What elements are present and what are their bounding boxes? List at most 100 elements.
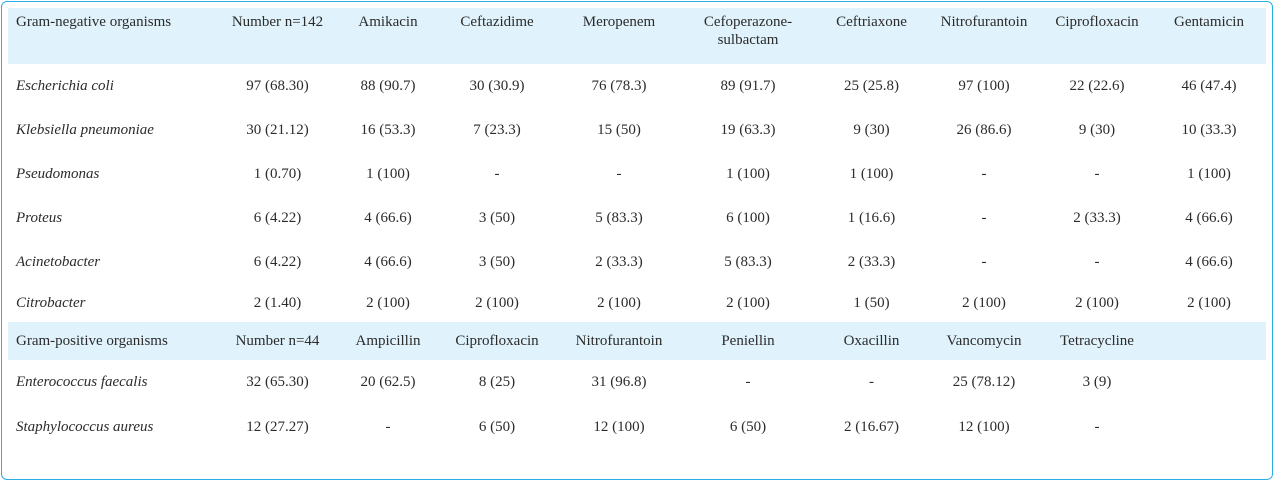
table-cell: 9 (30) — [853, 122, 890, 138]
antibiotic-susceptibility-table: Gram-negative organisms Number n=142 Ami… — [8, 8, 1266, 450]
table-cell: 1 (0.70) — [253, 166, 302, 182]
table-cell: 2 (33.3) — [595, 254, 643, 270]
table-row: Proteus 6 (4.22) 4 (66.6) 3 (50) 5 (83.3… — [8, 196, 1266, 240]
header-cell: Ceftazidime — [460, 14, 534, 30]
table-cell: 20 (62.5) — [360, 374, 416, 390]
header-cell: Amikacin — [358, 14, 418, 30]
table-cell: 76 (78.3) — [591, 78, 647, 94]
header-cell: Gram-positive organisms — [16, 333, 168, 349]
header-cell: Nitrofurantoin — [940, 14, 1028, 30]
table-cell: 6 (4.22) — [253, 210, 302, 226]
table-cell: 12 (100) — [593, 419, 645, 435]
table-cell: 2 (100) — [962, 295, 1006, 311]
gram-positive-header-row: Gram-positive organisms Number n=44 Ampi… — [8, 322, 1266, 360]
header-cell: Nitrofurantoin — [575, 333, 663, 349]
table-cell: 4 (66.6) — [1185, 210, 1233, 226]
table-cell: 2 (33.3) — [1073, 210, 1121, 226]
table-cell: 12 (100) — [958, 419, 1010, 435]
table-cell: 7 (23.3) — [473, 122, 521, 138]
table-cell: 1 (16.6) — [847, 210, 896, 226]
table-cell: 25 (25.8) — [844, 78, 899, 94]
header-cell: Ciprofloxacin — [455, 333, 539, 349]
header-cell: Meropenem — [582, 14, 656, 30]
table-cell: 30 (21.12) — [246, 122, 309, 138]
table-cell: 3 (9) — [1082, 374, 1112, 390]
organism-name: Escherichia coli — [16, 78, 114, 94]
gram-negative-header-row: Gram-negative organisms Number n=142 Ami… — [8, 8, 1266, 64]
table-cell: - — [745, 374, 751, 390]
table-row: Acinetobacter 6 (4.22) 4 (66.6) 3 (50) 2… — [8, 240, 1266, 284]
table-cell: 89 (91.7) — [720, 78, 776, 94]
table-row: Citrobacter 2 (1.40) 2 (100) 2 (100) 2 (… — [8, 284, 1266, 322]
header-cell: Ceftriaxone — [836, 14, 907, 30]
table-cell: 2 (1.40) — [253, 295, 302, 311]
header-cell: Cefoperazone-sulbactam — [703, 14, 793, 48]
table-cell: 15 (50) — [597, 122, 641, 138]
table-cell: 2 (16.67) — [844, 419, 899, 435]
table-cell: - — [869, 374, 874, 390]
table-cell: 2 (100) — [1187, 295, 1231, 311]
table-cell: - — [494, 166, 500, 182]
table-cell: 97 (100) — [958, 78, 1010, 94]
table-cell: 9 (30) — [1078, 122, 1116, 138]
header-cell: Tetracycline — [1060, 333, 1134, 349]
header-cell — [1152, 322, 1266, 360]
table-cell: 31 (96.8) — [591, 374, 647, 390]
table-cell: 1 (100) — [849, 166, 894, 182]
table-cell — [1152, 404, 1266, 450]
table-cell: 46 (47.4) — [1181, 78, 1237, 94]
table-cell: 1 (100) — [726, 166, 770, 182]
organism-name: Proteus — [16, 210, 63, 226]
header-cell: Gentamicin — [1174, 14, 1244, 30]
table-cell: 5 (83.3) — [595, 210, 643, 226]
header-cell: Gram-negative organisms — [16, 14, 172, 30]
table-cell: 3 (50) — [478, 210, 516, 226]
table-cell: 2 (33.3) — [847, 254, 896, 270]
organism-name: Citrobacter — [16, 295, 86, 311]
table-row: Staphylococcus aureus 12 (27.27) - 6 (50… — [8, 404, 1266, 450]
table-cell: 4 (66.6) — [364, 210, 412, 226]
header-cell: Number n=44 — [235, 333, 320, 349]
table-cell: 6 (4.22) — [253, 254, 302, 270]
table-row: Escherichia coli 97 (68.30) 88 (90.7) 30… — [8, 64, 1266, 108]
organism-name: Enterococcus faecalis — [16, 374, 148, 390]
table-cell: 2 (100) — [475, 295, 519, 311]
table-cell: - — [1094, 166, 1100, 182]
table-cell: 8 (25) — [478, 374, 516, 390]
organism-name: Acinetobacter — [16, 254, 101, 270]
table-cell: 6 (100) — [726, 210, 770, 226]
table-cell: 2 (100) — [366, 295, 410, 311]
table-cell: - — [981, 166, 987, 182]
table-cell: 32 (65.30) — [246, 374, 309, 390]
table-cell: 6 (50) — [478, 419, 516, 435]
header-cell: Peniellin — [721, 333, 775, 349]
table-row: Pseudomonas 1 (0.70) 1 (100) - - 1 (100)… — [8, 152, 1266, 196]
table-cell: 19 (63.3) — [720, 122, 776, 138]
table-cell: 2 (100) — [726, 295, 770, 311]
table-row: Enterococcus faecalis 32 (65.30) 20 (62.… — [8, 360, 1266, 404]
table-cell — [1152, 360, 1266, 404]
table-cell: 10 (33.3) — [1181, 122, 1237, 138]
organism-name: Pseudomonas — [16, 166, 100, 182]
table-cell: - — [385, 419, 391, 435]
header-cell: Number n=142 — [231, 14, 324, 30]
table-cell: 1 (100) — [1187, 166, 1231, 182]
table-cell: 25 (78.12) — [952, 374, 1016, 390]
table-cell: 97 (68.30) — [246, 78, 309, 94]
table-cell: 22 (22.6) — [1069, 78, 1125, 94]
table-cell: 3 (50) — [478, 254, 516, 270]
table-cell: 16 (53.3) — [360, 122, 416, 138]
table-cell: 1 (100) — [366, 166, 410, 182]
table-cell: - — [1094, 419, 1100, 435]
table-cell: 4 (66.6) — [364, 254, 412, 270]
table-cell: 2 (100) — [1075, 295, 1119, 311]
table-cell: - — [981, 210, 987, 226]
table-cell: 12 (27.27) — [246, 419, 309, 435]
organism-name: Staphylococcus aureus — [16, 419, 154, 435]
table-cell: 5 (83.3) — [724, 254, 772, 270]
table-cell: - — [616, 166, 622, 182]
table-cell: 2 (100) — [597, 295, 641, 311]
table-cell: 26 (86.6) — [956, 122, 1012, 138]
table-cell: 4 (66.6) — [1185, 254, 1233, 270]
